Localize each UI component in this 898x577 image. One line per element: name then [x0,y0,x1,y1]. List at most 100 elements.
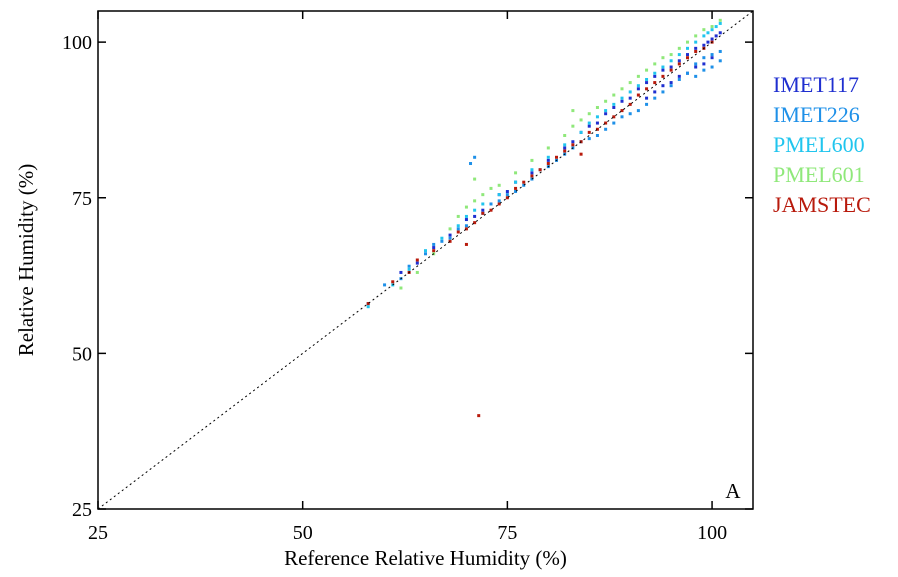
data-point [497,199,501,203]
data-point [628,102,632,106]
data-point [432,242,436,246]
data-point [628,81,632,85]
data-point [595,115,599,119]
data-point [563,149,567,153]
data-point [489,202,493,206]
data-point [489,208,493,212]
data-point [563,146,567,150]
data-point [620,109,624,113]
data-point [473,208,477,212]
data-point [714,34,718,38]
data-point [628,90,632,94]
data-point [702,56,706,60]
data-point [718,18,722,22]
data-point [677,77,681,81]
data-point [686,46,689,50]
one-to-one-reference-line [97,10,754,510]
data-point [514,186,518,190]
data-point [645,87,649,91]
data-point [645,68,649,72]
data-point [587,124,591,128]
data-point [587,121,591,125]
data-point [694,49,698,53]
data-point [473,199,477,203]
data-point [424,249,427,253]
data-point [694,65,698,69]
data-point [464,218,468,222]
data-point [546,146,550,150]
data-point [669,53,673,57]
data-point [514,171,518,175]
data-point [415,270,419,274]
data-point [469,162,473,166]
data-point [456,214,460,218]
data-point [620,115,624,119]
data-point [612,105,616,109]
panel-label: A [725,479,741,503]
data-point [514,190,518,194]
data-point [710,65,714,69]
legend-entry-jamstec: JAMSTEC [773,192,871,217]
y-tick-label: 100 [62,32,92,54]
data-point [686,40,689,44]
data-point [595,105,599,109]
data-point [571,140,575,144]
series-jamstec [366,40,714,418]
data-point [694,62,698,66]
data-point [579,130,583,134]
data-point [563,134,567,137]
data-point [571,124,575,128]
data-point [399,270,403,274]
data-point [661,84,665,88]
data-point [653,90,657,94]
data-point [710,53,714,57]
data-point [415,261,419,265]
data-point [546,162,550,166]
legend-entry-pmel601: PMEL601 [773,162,865,187]
data-point [571,109,575,113]
x-tick-label: 75 [497,522,517,544]
data-point [456,227,460,231]
data-point [636,87,640,91]
legend-entry-pmel600: PMEL600 [773,132,865,157]
data-point [383,283,387,287]
data-point [530,171,534,175]
data-point [645,81,649,85]
data-point [464,205,468,209]
data-point [645,102,649,106]
data-point [653,81,657,85]
data-point [481,193,485,197]
data-point [587,130,591,134]
data-point [448,227,452,231]
data-point [706,40,710,44]
data-point [677,46,681,50]
data-point [669,68,673,72]
data-point [636,74,640,78]
data-point [661,74,665,78]
data-point [464,227,468,231]
data-point [718,49,722,53]
data-point [555,155,558,159]
data-point [424,252,427,256]
data-point [489,186,493,190]
data-point [473,221,477,225]
data-point [706,31,710,35]
data-point [718,21,722,25]
data-point [448,233,452,237]
legend-entry-imet226: IMET226 [773,102,860,127]
data-point [612,93,616,97]
data-point [710,25,714,29]
series-pmel600 [366,21,722,309]
data-point [440,239,444,243]
data-point [415,258,419,262]
data-point [686,71,689,75]
y-tick-label: 50 [72,343,92,365]
data-point [505,196,509,200]
data-point [473,214,477,218]
data-point [636,93,640,97]
data-point [497,193,501,197]
data-point [694,34,698,38]
data-point [661,65,665,69]
data-point [710,28,714,32]
